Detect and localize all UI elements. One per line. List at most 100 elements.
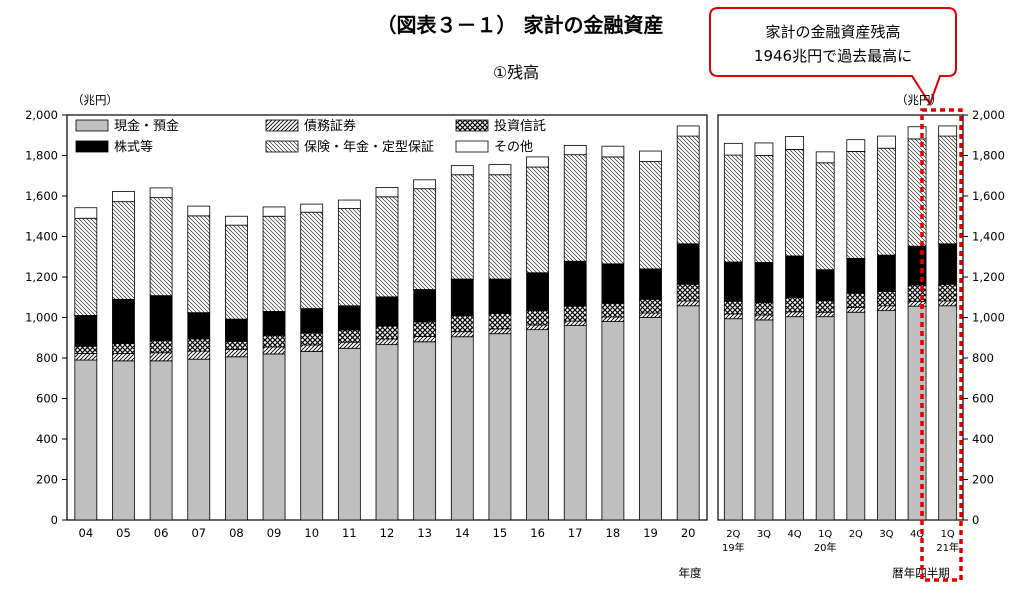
y-tick-label: 1,400: [25, 230, 58, 244]
x-tick-label: 08: [229, 526, 244, 540]
bar-segment-cash: [225, 356, 248, 521]
legend-swatch-other: [455, 140, 489, 153]
bar-segment-cash: [639, 317, 662, 521]
bar-segment-debt: [846, 306, 866, 313]
legend-swatch-cash: [75, 119, 109, 132]
bar-segment-debt: [785, 311, 804, 318]
bar-segment-other: [877, 135, 896, 149]
chart-subtitle: ①残高: [493, 63, 539, 82]
legend-swatch-debt: [265, 119, 299, 132]
bar-segment-stock: [187, 312, 211, 340]
bar-segment-other: [676, 125, 700, 137]
bar-segment-stock: [450, 278, 474, 316]
bar-segment-insurance: [639, 161, 662, 270]
bar-segment-insurance: [187, 215, 211, 314]
x-tick-label: 4Q: [910, 529, 924, 540]
callout: 家計の金融資産残高 1946兆円で過去最高に: [709, 7, 957, 107]
bar-segment-other: [74, 207, 98, 219]
bar-segment-stock: [112, 298, 135, 344]
bar-segment-cash: [149, 360, 173, 521]
bar-segment-trust: [877, 291, 896, 307]
x-tick-label: 4Q: [787, 529, 801, 540]
bar-segment-other: [601, 145, 625, 158]
bar-segment-stock: [676, 243, 700, 285]
left-y-axis: 0 200 400 600 800 1,000 1,200 1,400 1,600 1,800 2,…: [25, 108, 67, 527]
latest-quarter-highlight: [920, 108, 963, 582]
bar-segment-debt: [337, 341, 361, 349]
bar-segment-other: [723, 142, 743, 156]
right-y-tick-label: 1,200: [972, 270, 1005, 284]
bar-segment-trust: [846, 292, 866, 308]
bar-segment-trust: [450, 315, 474, 333]
bar-segment-debt: [413, 336, 437, 343]
legend-label-insurance: 保険・年金・定型保証: [304, 139, 434, 155]
bar-segment-trust: [938, 283, 958, 302]
y-tick-label: 1,600: [25, 189, 58, 203]
bar-segment-debt: [300, 344, 324, 352]
bar-segment-trust: [225, 340, 248, 350]
x-tick-label: 10: [304, 526, 319, 540]
bar-segment-other: [450, 165, 474, 176]
bar-segment-cash: [676, 305, 700, 521]
bar-segment-other: [149, 187, 173, 199]
y-tick-label: 400: [36, 432, 58, 446]
bar-segment-insurance: [754, 155, 774, 263]
legend-label-trust: 投資信託: [494, 118, 546, 134]
bar-segment-trust: [262, 334, 286, 348]
bar-segment-cash: [877, 310, 896, 521]
bar-segment-debt: [676, 300, 700, 307]
x-tick-label: 14: [455, 526, 470, 540]
bar-segment-insurance: [877, 147, 896, 256]
bar-segment-other: [262, 206, 286, 217]
right-y-tick-label: 1,400: [972, 230, 1005, 244]
bar-segment-stock: [877, 254, 896, 292]
bar-segment-debt: [723, 313, 743, 320]
bar-segment-debt: [815, 311, 835, 318]
bar-segment-stock: [723, 261, 743, 302]
bar-segment-cash: [754, 319, 774, 521]
bar-segment-stock: [563, 260, 587, 307]
bar-segment-other: [488, 164, 512, 176]
bar-segment-insurance: [262, 215, 286, 312]
y-tick-label: 800: [36, 351, 58, 365]
bar-segment-trust: [488, 313, 512, 330]
bar-segment-insurance: [413, 188, 437, 290]
x-tick-label: 04: [79, 526, 94, 540]
bar-segment-insurance: [601, 156, 625, 265]
bar-segment-cash: [74, 359, 98, 521]
bar-segment-trust: [754, 302, 774, 316]
bar-segment-other: [375, 187, 399, 198]
legend-swatch-insurance: [265, 140, 299, 153]
bar-segment-insurance: [785, 149, 804, 257]
bar-segment-debt: [488, 328, 512, 335]
bar-segment-trust: [187, 338, 211, 352]
x-tick-label: 3Q: [757, 529, 771, 540]
bar-segment-stock: [639, 268, 662, 300]
bar-segment-cash: [262, 353, 286, 521]
bar-segment-debt: [74, 353, 98, 361]
bar-segment-stock: [262, 311, 286, 336]
bar-segment-cash: [375, 344, 399, 521]
bar-segment-other: [337, 199, 361, 209]
bar-segment-trust: [74, 345, 98, 354]
bar-segment-other: [563, 144, 587, 156]
bar-segment-insurance: [846, 151, 866, 259]
bar-segment-debt: [112, 353, 135, 362]
bar-segment-trust: [149, 340, 173, 354]
bar-segment-debt: [754, 314, 774, 321]
bar-segment-insurance: [723, 154, 743, 263]
bar-segment-other: [815, 151, 835, 164]
bar-segment-other: [846, 139, 866, 152]
bar-segment-stock: [938, 243, 958, 285]
bar-segment-cash: [337, 347, 361, 521]
bar-segment-cash: [488, 333, 512, 521]
legend-label-cash: 現金・預金: [114, 118, 179, 134]
bar-segment-trust: [815, 300, 835, 313]
bar-segment-other: [413, 179, 437, 190]
bar-segment-insurance: [450, 174, 474, 280]
bar-segment-cash: [112, 360, 135, 521]
bar-segment-other: [785, 136, 804, 150]
bar-segment-trust: [676, 283, 700, 302]
bar-segment-cash: [785, 316, 804, 521]
bar-segment-insurance: [149, 197, 173, 297]
